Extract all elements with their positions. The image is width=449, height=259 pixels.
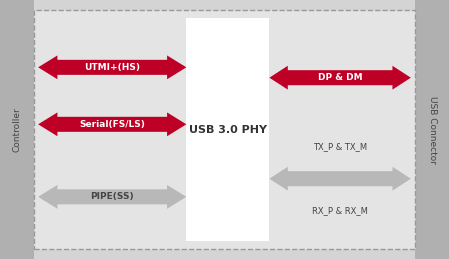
Text: USB Connector: USB Connector: [427, 96, 437, 163]
Text: Serial(FS/LS): Serial(FS/LS): [79, 120, 145, 129]
Polygon shape: [269, 66, 411, 90]
Text: PIPE(SS): PIPE(SS): [90, 192, 134, 201]
Polygon shape: [38, 55, 186, 79]
Polygon shape: [38, 112, 186, 136]
Bar: [0, 0, 34, 259]
Polygon shape: [38, 185, 186, 209]
Bar: [186, 18, 269, 241]
Bar: [415, 0, 449, 259]
Polygon shape: [269, 167, 411, 191]
Bar: [34, 10, 415, 249]
Text: RX_P & RX_M: RX_P & RX_M: [312, 206, 368, 215]
Text: USB 3.0 PHY: USB 3.0 PHY: [189, 125, 267, 134]
Text: DP & DM: DP & DM: [318, 73, 362, 82]
Text: TX_P & TX_M: TX_P & TX_M: [313, 142, 367, 151]
Text: UTMI+(HS): UTMI+(HS): [84, 63, 140, 72]
Text: Controller: Controller: [12, 107, 22, 152]
